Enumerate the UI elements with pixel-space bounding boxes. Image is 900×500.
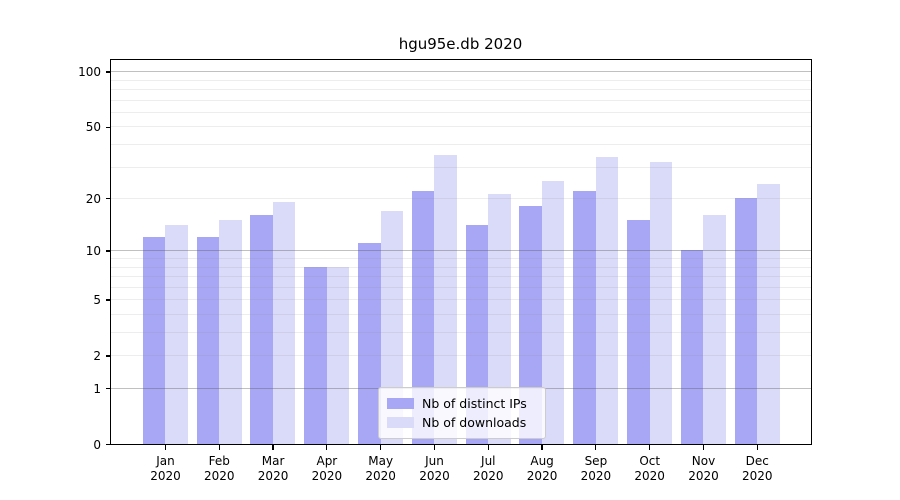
legend-label-distinct-ips: Nb of distinct IPs [422, 396, 527, 411]
x-tick-mark-mar [272, 445, 274, 450]
bar-jan-distinct-ips [142, 236, 166, 444]
x-tick-label-jun: Jun 2020 [419, 454, 450, 483]
bar-sep-downloads [595, 156, 619, 444]
y-tick-label-0: 0 [93, 437, 101, 452]
x-tick-mark-apr [326, 445, 328, 450]
y-tick-mark-20 [105, 198, 110, 200]
bar-may-downloads [380, 210, 403, 444]
bar-jun-distinct-ips [411, 190, 435, 444]
x-tick-label-jan: Jan 2020 [150, 454, 181, 483]
legend-label-downloads: Nb of downloads [422, 415, 527, 430]
y-tick-label-1: 1 [93, 381, 101, 396]
x-tick-label-oct: Oct 2020 [634, 454, 665, 483]
bar-apr-downloads [326, 266, 350, 444]
x-tick-mark-sep [595, 445, 597, 450]
legend-row-downloads: Nb of downloads [387, 413, 537, 432]
bar-may-distinct-ips [358, 243, 381, 444]
y-axis: 0 1 2 5 10 20 50 100 [0, 60, 110, 460]
legend-row-distinct-ips: Nb of distinct IPs [387, 394, 537, 413]
bar-feb-distinct-ips [196, 236, 220, 444]
y-tick-mark-0 [105, 444, 110, 446]
x-tick-mark-may [380, 445, 382, 450]
bar-jun-downloads [434, 154, 457, 444]
x-tick-label-aug: Aug 2020 [526, 454, 558, 483]
x-tick-label-dec: Dec 2020 [742, 454, 773, 483]
legend-swatch-distinct-ips [387, 397, 414, 410]
bar-feb-downloads [219, 220, 242, 444]
bar-oct-downloads [649, 161, 672, 444]
x-tick-mark-aug [541, 445, 543, 450]
chart-title: hgu95e.db 2020 [398, 35, 523, 53]
y-tick-mark-5 [105, 299, 110, 301]
bar-mar-downloads [272, 202, 296, 444]
bar-sep-distinct-ips [573, 190, 596, 444]
legend: Nb of distinct IPs Nb of downloads [378, 387, 546, 439]
x-tick-label-feb: Feb 2020 [204, 454, 235, 483]
bar-dec-distinct-ips [734, 198, 758, 444]
bar-oct-distinct-ips [627, 220, 650, 444]
bar-jan-downloads [165, 225, 188, 444]
y-tick-label-2: 2 [93, 348, 101, 363]
x-tick-label-apr: Apr 2020 [311, 454, 343, 483]
x-tick-label-sep: Sep 2020 [580, 454, 612, 483]
y-tick-label-5: 5 [93, 292, 101, 307]
y-tick-mark-1 [105, 388, 110, 390]
bar-jul-downloads [488, 194, 511, 444]
bar-aug-downloads [541, 180, 565, 444]
plot-area: Nb of distinct IPs Nb of downloads [110, 59, 812, 445]
x-tick-mark-jun [433, 445, 436, 450]
y-tick-label-100: 100 [78, 64, 101, 79]
bar-nov-distinct-ips [680, 250, 704, 444]
bar-aug-distinct-ips [519, 206, 542, 444]
x-tick-mark-nov [702, 445, 705, 450]
x-tick-label-may: May 2020 [365, 454, 396, 483]
bar-nov-downloads [703, 215, 726, 444]
bars-layer [111, 60, 811, 444]
y-tick-mark-50 [105, 126, 110, 128]
x-axis: Jan 2020 Feb 2020 Mar 2020 Apr 2020 May 2020… [111, 445, 811, 495]
bar-dec-downloads [757, 184, 780, 444]
x-tick-mark-jan [164, 445, 167, 450]
y-tick-label-50: 50 [85, 120, 101, 135]
y-tick-label-10: 10 [85, 243, 101, 258]
y-tick-mark-100 [105, 71, 110, 73]
bar-mar-distinct-ips [250, 215, 273, 444]
x-tick-mark-dec [756, 445, 758, 450]
x-tick-mark-jul [487, 445, 489, 450]
y-tick-mark-10 [105, 250, 110, 252]
x-tick-label-jul: Jul 2020 [473, 454, 504, 483]
x-tick-mark-oct [649, 445, 651, 450]
y-tick-mark-2 [105, 355, 110, 357]
legend-swatch-downloads [387, 416, 414, 429]
x-tick-label-nov: Nov 2020 [688, 454, 719, 483]
x-tick-label-mar: Mar 2020 [257, 454, 289, 483]
y-tick-label-20: 20 [85, 191, 101, 206]
bar-apr-distinct-ips [304, 266, 327, 444]
x-tick-mark-feb [218, 445, 220, 450]
